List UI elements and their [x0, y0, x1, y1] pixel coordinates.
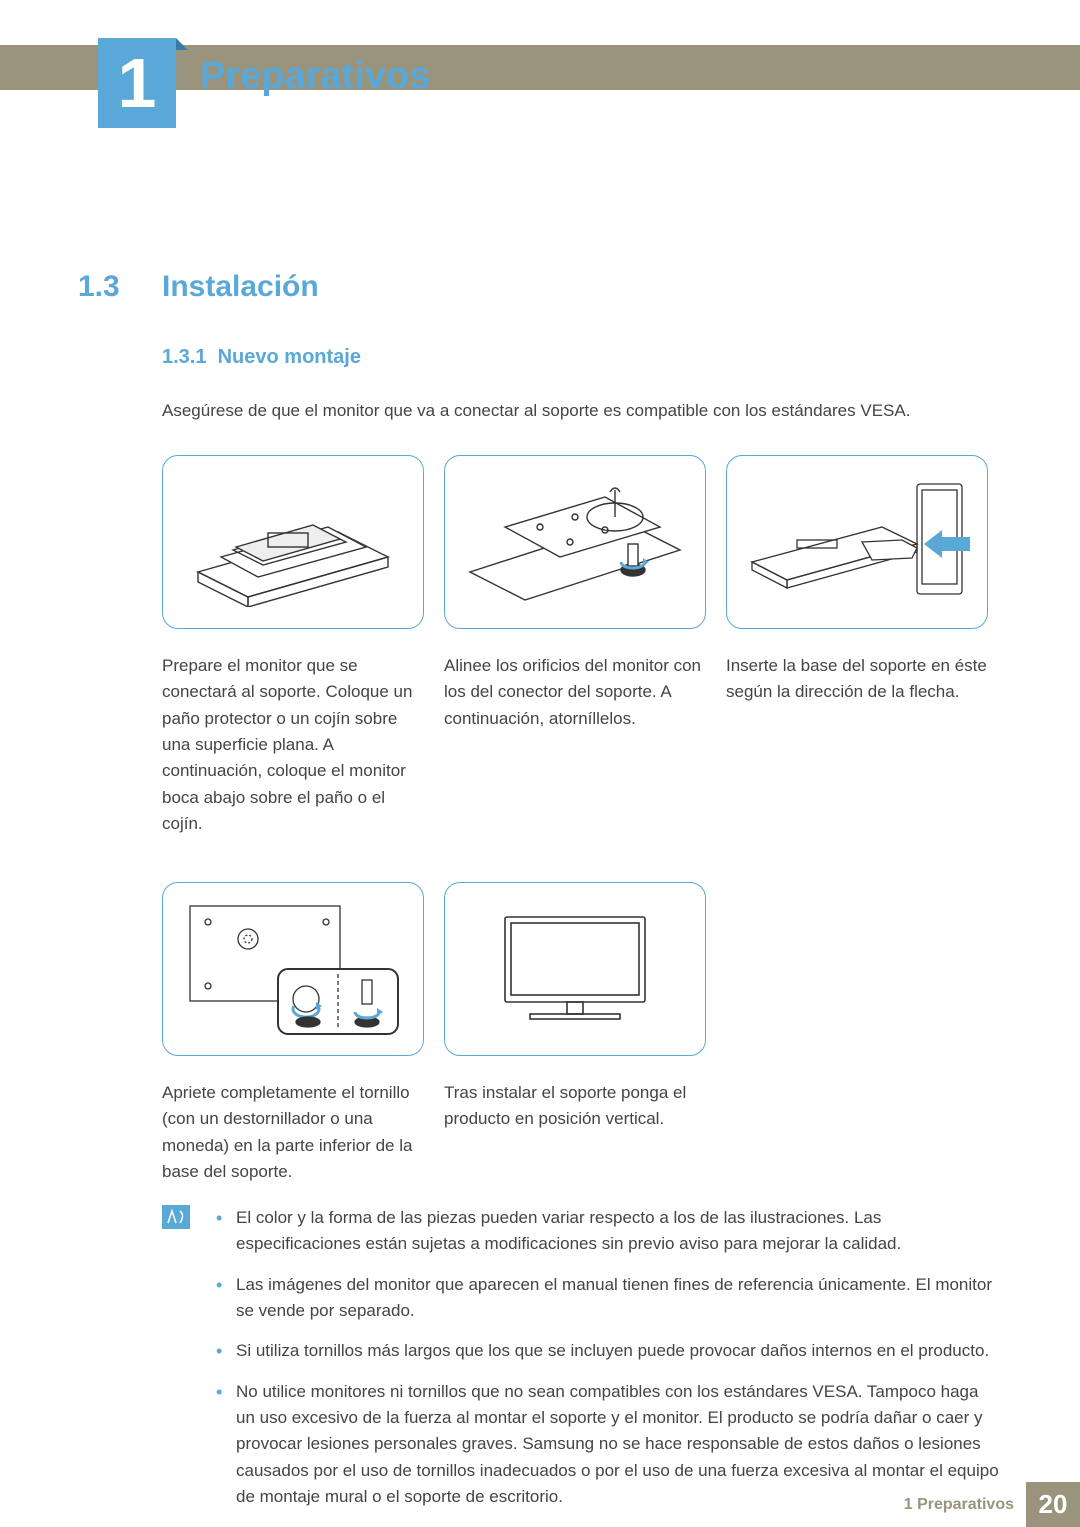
step-3-caption: Inserte la base del soporte en éste segú… [726, 653, 988, 706]
step-4-caption: Apriete completamente el tornillo (con u… [162, 1080, 424, 1185]
chapter-number-box: 1 [98, 38, 176, 128]
section-title: Instalación [162, 270, 319, 304]
subsection-title: Nuevo montaje [218, 346, 361, 368]
step-4-figure [162, 882, 424, 1056]
step-5-figure [444, 882, 706, 1056]
section-number: 1.3 [78, 270, 120, 304]
note-item: Si utiliza tornillos más largos que los … [212, 1338, 1000, 1364]
step-5: Tras instalar el soporte ponga el produc… [444, 882, 706, 1185]
steps-row-2: Apriete completamente el tornillo (con u… [162, 882, 706, 1185]
note-icon [162, 1205, 190, 1229]
page-footer: 1 Preparativos 20 [0, 1482, 1080, 1527]
step-5-caption: Tras instalar el soporte ponga el produc… [444, 1080, 706, 1133]
note-item: El color y la forma de las piezas pueden… [212, 1205, 1000, 1258]
steps-row-1: Prepare el monitor que se conectará al s… [162, 455, 988, 837]
step-2: Alinee los orificios del monitor con los… [444, 455, 706, 837]
note-block: El color y la forma de las piezas pueden… [162, 1205, 1000, 1524]
chapter-title: Preparativos [200, 55, 430, 98]
step-1-caption: Prepare el monitor que se conectará al s… [162, 653, 424, 837]
step-3: Inserte la base del soporte en éste segú… [726, 455, 988, 837]
step-1: Prepare el monitor que se conectará al s… [162, 455, 424, 837]
step-3-figure [726, 455, 988, 629]
note-list: El color y la forma de las piezas pueden… [212, 1205, 1000, 1524]
subsection-number: 1.3.1 [162, 346, 206, 368]
step-2-figure [444, 455, 706, 629]
step-2-caption: Alinee los orificios del monitor con los… [444, 653, 706, 732]
subsection-heading: 1.3.1 Nuevo montaje [162, 346, 361, 369]
footer-chapter-label: 1 Preparativos [904, 1482, 1026, 1527]
step-4: Apriete completamente el tornillo (con u… [162, 882, 424, 1185]
footer-page-number: 20 [1026, 1482, 1080, 1527]
step-1-figure [162, 455, 424, 629]
note-item: Las imágenes del monitor que aparecen el… [212, 1272, 1000, 1325]
intro-text: Asegúrese de que el monitor que va a con… [162, 398, 1000, 424]
